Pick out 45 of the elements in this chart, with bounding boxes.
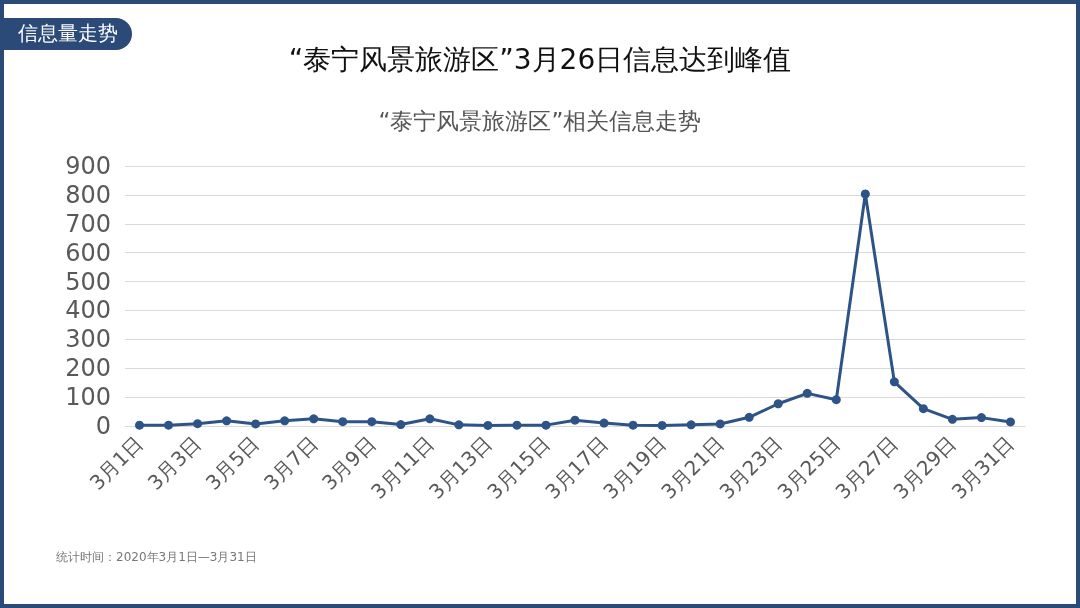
point (396, 420, 406, 430)
point (831, 395, 841, 405)
point (512, 420, 522, 430)
point (135, 420, 145, 430)
point (889, 377, 899, 387)
point (976, 413, 986, 423)
point (628, 420, 638, 430)
y-tick-label: 200 (65, 354, 111, 383)
point (773, 399, 783, 409)
point (367, 417, 377, 427)
chart-subtitle: “泰宁风景旅游区”相关信息走势 (378, 107, 702, 134)
point (541, 420, 551, 430)
y-tick-label: 400 (65, 296, 111, 325)
y-tick-label: 600 (65, 238, 111, 267)
point (570, 415, 580, 425)
point (860, 189, 870, 199)
point (251, 419, 261, 429)
point (657, 420, 667, 430)
point (454, 420, 464, 430)
point (309, 414, 319, 424)
point (744, 412, 754, 422)
point (280, 416, 290, 426)
y-tick-label: 300 (65, 325, 111, 354)
point (193, 419, 203, 429)
y-tick-label: 0 (95, 412, 111, 440)
text: 信息量走势 (4, 18, 132, 50)
point (918, 404, 928, 414)
text: 统计时间：2020年3月1日—3月31日 (56, 550, 257, 564)
point (222, 416, 232, 426)
point (599, 418, 609, 428)
y-tick-label: 700 (65, 209, 111, 238)
point (947, 414, 957, 424)
point (425, 414, 435, 424)
y-tick-label: 800 (65, 180, 111, 209)
y-tick-label: 500 (65, 267, 111, 296)
point (802, 388, 812, 398)
y-tick-label: 900 (65, 152, 111, 180)
point (483, 420, 493, 430)
y-tick-label: 100 (65, 383, 111, 412)
point (686, 420, 696, 430)
point (1005, 417, 1015, 427)
point (338, 417, 348, 427)
point (164, 420, 174, 430)
point (715, 419, 725, 429)
chart-title: “泰宁风景旅游区”3月26日信息达到峰值 (288, 42, 792, 76)
